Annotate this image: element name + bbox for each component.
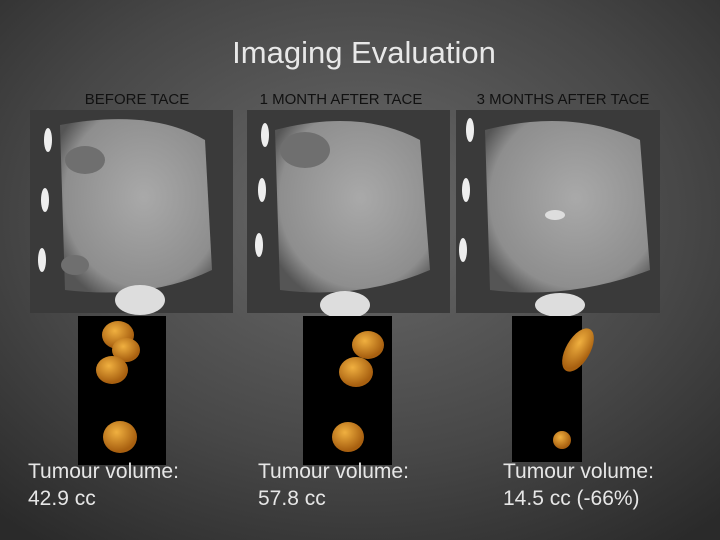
volume-value: 57.8 cc bbox=[258, 487, 326, 510]
volume-value: 14.5 cc (-66%) bbox=[503, 487, 640, 510]
volume-label: Tumour volume: bbox=[28, 460, 179, 483]
panel-heading: BEFORE TACE bbox=[85, 91, 189, 108]
volume-value: 42.9 cc bbox=[28, 487, 96, 510]
tumour-render bbox=[78, 316, 166, 465]
ct-image bbox=[30, 110, 233, 315]
slide-title: Imaging Evaluation bbox=[232, 35, 496, 70]
panel-heading: 3 MONTHS AFTER TACE bbox=[477, 91, 650, 108]
ct-image bbox=[456, 110, 660, 317]
ct-image bbox=[247, 110, 450, 319]
volume-label: Tumour volume: bbox=[258, 460, 409, 483]
tumour-render bbox=[512, 316, 594, 462]
volume-label: Tumour volume: bbox=[503, 460, 654, 483]
panel-heading: 1 MONTH AFTER TACE bbox=[260, 91, 423, 108]
tumour-render bbox=[303, 316, 392, 465]
